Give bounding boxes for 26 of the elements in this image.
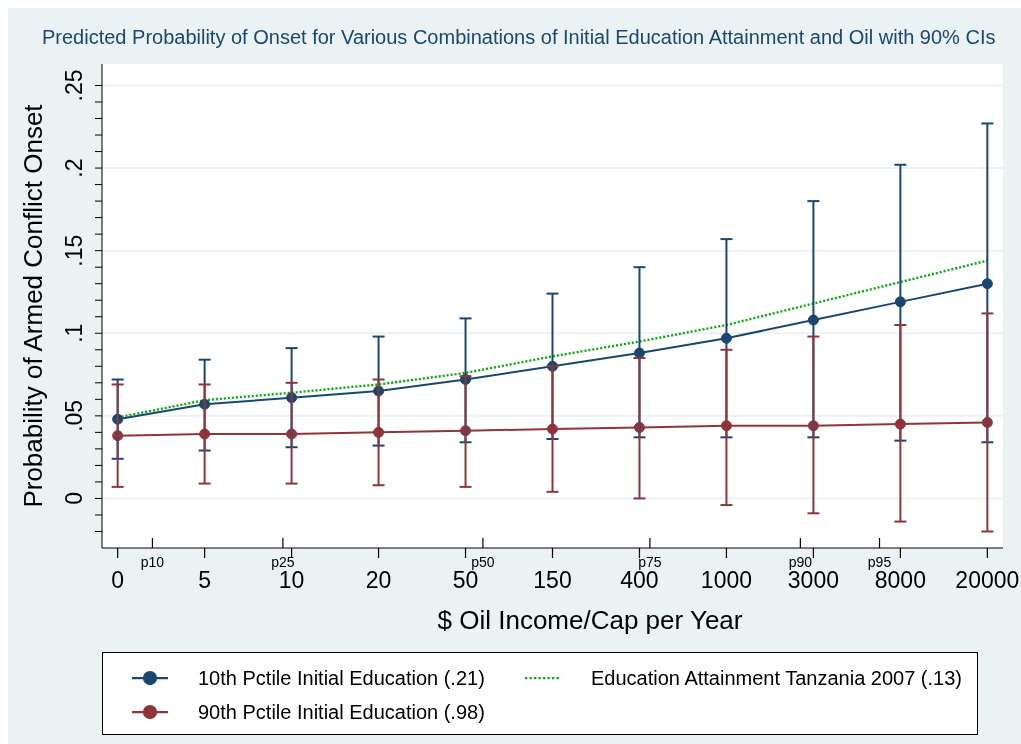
y-axis-title: Probability of Armed Conflict Onset	[17, 104, 49, 508]
text: p75	[638, 554, 662, 570]
text: p90	[788, 554, 813, 570]
legend-label: 10th Pctile Initial Education (.21)	[198, 666, 485, 689]
text: p10	[140, 554, 165, 570]
legend-label: Education Attainment Tanzania 2007 (.13)	[591, 666, 962, 689]
x-tick-label: 10	[278, 567, 305, 593]
y-tick-label: .2	[61, 158, 87, 178]
x-tick-label: 20000	[955, 567, 1020, 593]
x-tick-label: 1000	[700, 567, 753, 593]
chart-title: Predicted Probability of Onset for Various Combinations of Initial Education Attainment and Oil with 90% CIs	[42, 25, 996, 49]
x-axis-title: $ Oil Income/Cap per Year	[437, 604, 743, 636]
x-tick-label: 8000	[874, 567, 926, 593]
y-tick-label: .1	[61, 323, 87, 343]
legend-label: 90th Pctile Initial Education (.98)	[198, 700, 485, 723]
y-tick-label: .05	[61, 399, 87, 432]
text: p50	[471, 554, 495, 570]
y-tick-label: .15	[61, 234, 87, 267]
y-tick-label: 0	[61, 492, 87, 505]
x-tick-label: 5	[198, 567, 212, 593]
y-tick-label: .25	[61, 69, 87, 102]
text: p25	[271, 554, 295, 570]
x-tick-label: 0	[111, 567, 125, 593]
x-tick-label: 20	[365, 567, 392, 593]
text: p95	[867, 554, 892, 570]
x-tick-label: 150	[533, 567, 572, 593]
